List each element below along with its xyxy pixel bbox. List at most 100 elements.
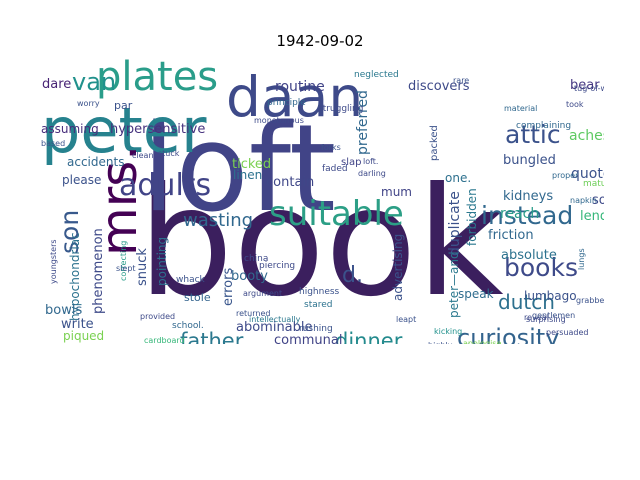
word-99: gentlemen <box>532 311 575 320</box>
word-42: contain <box>266 175 314 190</box>
word-100: persuaded <box>546 328 589 337</box>
word-29: bungled <box>503 153 556 168</box>
word-87: tug-of-war <box>574 84 604 93</box>
word-38: accidents <box>67 155 124 169</box>
word-27: soup <box>592 193 604 208</box>
word-80: leapt <box>396 315 416 324</box>
word-49: errors <box>221 268 236 306</box>
word-91: based <box>41 139 65 148</box>
word-11: van <box>72 68 116 96</box>
word-82: provided <box>140 312 175 321</box>
word-66: principle <box>267 98 306 108</box>
word-94: slept <box>116 264 136 273</box>
word-26: reach <box>500 206 539 222</box>
word-62: par <box>114 99 133 112</box>
word-59: write <box>61 317 94 332</box>
word-15: dinner <box>335 329 403 344</box>
word-48: advertising <box>391 234 405 301</box>
word-54: snuck <box>135 248 150 286</box>
word-18: wasting <box>183 210 253 231</box>
word-8: instead <box>481 201 573 230</box>
word-75: faded <box>322 164 348 174</box>
word-24: aches <box>569 128 604 144</box>
word-81: cardboard <box>144 336 185 344</box>
word-53: communal <box>274 333 343 344</box>
word-97: reveal <box>524 313 549 322</box>
word-17: d. <box>342 263 363 288</box>
word-12: attic <box>505 120 561 149</box>
word-1: loft <box>142 100 336 239</box>
word-58: bowls <box>45 303 82 318</box>
word-85: mature <box>583 179 604 189</box>
word-109: stuck <box>158 149 180 158</box>
word-47: peter—and <box>447 251 461 318</box>
word-108: proper <box>552 171 579 180</box>
word-84: monotonous <box>254 116 304 125</box>
word-56: phenomenon <box>91 228 106 314</box>
word-25: kidneys <box>503 189 553 204</box>
word-101: grabbed <box>576 296 604 305</box>
word-64: packed <box>429 125 440 161</box>
word-57: hypochondriac <box>68 232 82 321</box>
word-44: mum <box>381 185 412 199</box>
word-105: returned <box>236 309 270 318</box>
word-52: abominable <box>236 320 313 335</box>
word-70: rushing <box>299 324 333 334</box>
word-55: pointing <box>155 237 169 286</box>
word-6: suitable <box>269 194 404 234</box>
word-19: routine <box>275 79 325 95</box>
word-92: clean <box>132 151 154 160</box>
word-36: hypersensitive <box>110 122 205 137</box>
word-93: correcting <box>119 241 128 281</box>
word-39: please <box>62 173 101 187</box>
word-60: piqued <box>63 329 104 343</box>
word-14: father <box>180 329 244 344</box>
word-104: argument <box>243 289 282 298</box>
word-32: absolute <box>501 248 557 263</box>
word-79: kicking <box>434 327 462 336</box>
word-98: apologise <box>463 339 501 344</box>
word-51: stole <box>184 291 211 304</box>
word-63: slap <box>341 157 361 168</box>
word-cloud: book loft peter daan mrs. plates suitable adult… <box>36 56 604 344</box>
word-50: booty <box>231 269 268 284</box>
word-43: preferred <box>355 90 371 155</box>
word-77: loft. <box>363 157 378 166</box>
word-37: assuming <box>41 122 99 136</box>
word-103: intellectually <box>249 315 301 324</box>
word-67: neglected <box>354 70 399 80</box>
word-30: one. <box>445 171 471 185</box>
word-7: adults <box>119 168 211 203</box>
word-5: plates <box>96 56 218 100</box>
word-16: dutch <box>498 290 555 314</box>
word-73: stared <box>304 300 333 310</box>
word-88: rare <box>453 76 469 85</box>
word-20: discovers <box>408 79 470 94</box>
word-65: struggling <box>318 104 363 114</box>
word-45: duplicate <box>447 191 463 256</box>
word-86: napkin <box>570 196 597 205</box>
word-3: daan <box>226 65 363 129</box>
chart-title: 1942-09-02 <box>276 32 364 50</box>
word-0: book <box>138 156 504 330</box>
word-28: lends <box>580 209 604 224</box>
word-33: lumbago <box>524 289 577 303</box>
word-68: complaining <box>516 121 571 131</box>
word-83: worry <box>77 99 100 108</box>
word-76: forks <box>321 143 341 152</box>
word-71: piercing <box>259 261 295 271</box>
word-23: quote <box>571 166 604 182</box>
word-22: dare <box>42 77 71 92</box>
word-46: forbidden <box>465 188 479 246</box>
word-9: books <box>504 253 578 282</box>
word-34: speak <box>458 287 494 301</box>
word-10: son <box>55 210 84 254</box>
word-72: highness <box>299 287 340 297</box>
word-95: youngsters <box>49 239 58 284</box>
word-61: school. <box>172 321 204 331</box>
word-13: curiosity <box>457 324 559 344</box>
word-106: surprising <box>526 315 566 324</box>
word-107: highly <box>428 341 453 344</box>
word-41: linen <box>233 168 262 182</box>
